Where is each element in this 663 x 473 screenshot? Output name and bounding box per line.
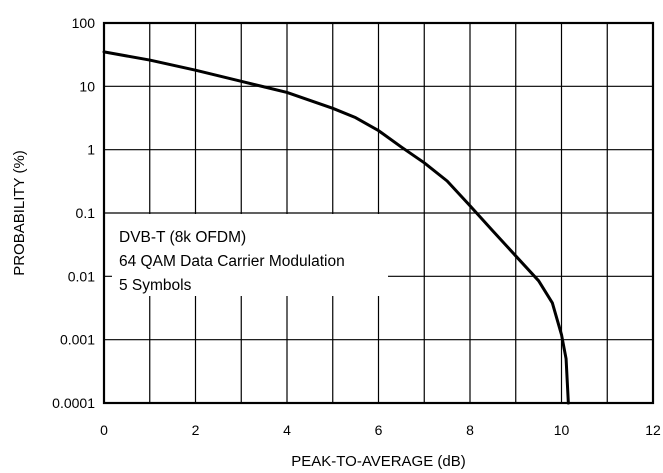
x-tick-label: 2: [192, 422, 200, 438]
x-tick-label: 0: [100, 422, 108, 438]
plot-frame: [102, 21, 655, 405]
annotation-title: DVB-T (8k OFDM): [119, 229, 246, 246]
y-tick-label: 0.1: [76, 205, 96, 221]
x-tick-label: 10: [554, 422, 570, 438]
y-tick-labels: 100 10 1 0.1 0.01 0.001 0.0001: [52, 15, 95, 411]
y-axis-label: PROBABILITY (%): [11, 150, 28, 276]
series-line: [102, 50, 570, 405]
x-tick-labels: 0 2 4 6 8 10 12: [100, 422, 661, 438]
annotation-symbols: 5 Symbols: [119, 277, 192, 294]
annotation-modulation: 64 QAM Data Carrier Modulation: [119, 253, 345, 270]
y-tick-label: 100: [72, 15, 96, 31]
y-tick-label: 0.001: [60, 332, 95, 348]
grid-lines: [104, 23, 653, 403]
y-tick-label: 0.0001: [52, 395, 95, 411]
y-tick-label: 1: [87, 142, 95, 158]
x-tick-label: 4: [283, 422, 291, 438]
y-tick-label: 0.01: [68, 268, 95, 284]
x-tick-label: 12: [645, 422, 661, 438]
x-tick-label: 8: [466, 422, 474, 438]
x-axis-label: PEAK-TO-AVERAGE (dB): [291, 453, 466, 470]
annotation-box: DVB-T (8k OFDM) 64 QAM Data Carrier Modu…: [112, 214, 388, 296]
x-tick-label: 6: [375, 422, 383, 438]
y-tick-label: 10: [79, 78, 95, 94]
